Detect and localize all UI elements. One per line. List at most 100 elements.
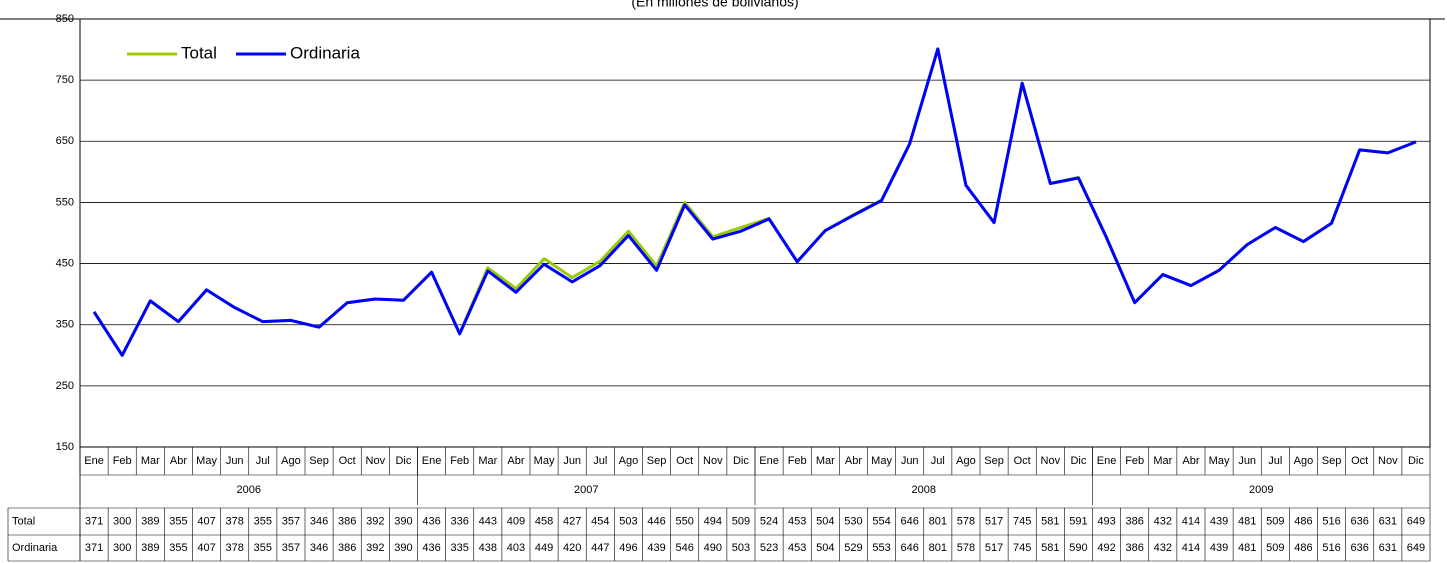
table-value: 529	[844, 542, 862, 554]
x-tick-label: Jul	[593, 455, 607, 467]
table-value: 346	[310, 515, 328, 527]
table-value: 486	[1294, 515, 1312, 527]
table-value: 578	[957, 542, 975, 554]
x-tick-label: Ago	[956, 455, 976, 467]
y-tick-label: 450	[56, 257, 74, 269]
table-value: 447	[591, 542, 609, 554]
table-value: 392	[366, 542, 384, 554]
table-value: 492	[1097, 542, 1115, 554]
x-tick-label: Nov	[703, 455, 723, 467]
table-value: 409	[507, 515, 525, 527]
table-value: 745	[1013, 515, 1031, 527]
table-value: 591	[1069, 515, 1087, 527]
y-tick-label: 350	[56, 319, 74, 331]
table-value: 517	[985, 515, 1003, 527]
x-tick-label: Oct	[676, 455, 693, 467]
table-value: 357	[282, 542, 300, 554]
table-value: 389	[141, 542, 159, 554]
table-value: 346	[310, 542, 328, 554]
table-value: 801	[929, 515, 947, 527]
table-value: 390	[394, 542, 412, 554]
table-value: 414	[1182, 542, 1200, 554]
table-value: 503	[619, 515, 637, 527]
y-tick-label: 250	[56, 380, 74, 392]
legend-label: Ordinaria	[290, 43, 360, 62]
table-value: 407	[197, 542, 215, 554]
table-value: 439	[647, 542, 665, 554]
table-value: 524	[760, 515, 778, 527]
table-value: 554	[872, 515, 890, 527]
x-tick-label: Nov	[1041, 455, 1061, 467]
x-tick-label: Feb	[788, 455, 807, 467]
x-tick-label: Abr	[845, 455, 862, 467]
table-value: 490	[704, 542, 722, 554]
table-value: 546	[676, 542, 694, 554]
x-tick-label: Abr	[170, 455, 187, 467]
table-value: 336	[451, 515, 469, 527]
x-tick-label: Dic	[395, 455, 411, 467]
table-value: 553	[872, 542, 890, 554]
x-tick-label: Dic	[733, 455, 749, 467]
row-header: Total	[12, 515, 35, 527]
group-label: 2009	[1249, 484, 1273, 496]
x-tick-label: Abr	[507, 455, 524, 467]
table-value: 509	[732, 515, 750, 527]
table-value: 392	[366, 515, 384, 527]
x-tick-label: Ene	[422, 455, 442, 467]
table-value: 481	[1238, 515, 1256, 527]
table-value: 581	[1041, 515, 1059, 527]
chart-subtitle: (En millones de bolivianos)	[631, 0, 798, 10]
x-tick-label: May	[1209, 455, 1230, 467]
table-value: 801	[929, 542, 947, 554]
x-tick-label: Ago	[281, 455, 301, 467]
table-value: 378	[226, 542, 244, 554]
table-value: 516	[1322, 542, 1340, 554]
x-tick-label: Sep	[1322, 455, 1342, 467]
x-tick-label: Mar	[816, 455, 835, 467]
x-tick-label: Feb	[1125, 455, 1144, 467]
table-value: 745	[1013, 542, 1031, 554]
table-value: 636	[1351, 515, 1369, 527]
table-value: 371	[85, 542, 103, 554]
table-value: 355	[169, 515, 187, 527]
table-value: 432	[1154, 515, 1172, 527]
table-value: 503	[732, 542, 750, 554]
x-tick-label: Feb	[450, 455, 469, 467]
x-tick-label: Feb	[113, 455, 132, 467]
table-value: 335	[451, 542, 469, 554]
table-value: 389	[141, 515, 159, 527]
table-value: 509	[1266, 542, 1284, 554]
table-value: 355	[169, 542, 187, 554]
x-tick-label: Jun	[226, 455, 244, 467]
table-value: 578	[957, 515, 975, 527]
table-value: 443	[479, 515, 497, 527]
table-value: 439	[1210, 515, 1228, 527]
x-tick-label: Abr	[1182, 455, 1199, 467]
table-value: 649	[1407, 542, 1425, 554]
x-tick-label: Oct	[1014, 455, 1031, 467]
plot-area	[79, 18, 1431, 448]
x-tick-label: Ago	[619, 455, 639, 467]
table-value: 355	[254, 515, 272, 527]
x-tick-label: Jun	[563, 455, 581, 467]
x-tick-label: Sep	[647, 455, 667, 467]
table-value: 446	[647, 515, 665, 527]
table-value: 636	[1351, 542, 1369, 554]
table-value: 432	[1154, 542, 1172, 554]
x-tick-label: Ago	[1294, 455, 1314, 467]
row-header: Ordinaria	[12, 542, 58, 554]
table-value: 454	[591, 515, 609, 527]
table-value: 493	[1097, 515, 1115, 527]
table-value: 355	[254, 542, 272, 554]
table-value: 414	[1182, 515, 1200, 527]
x-tick-label: Sep	[309, 455, 329, 467]
table-value: 504	[816, 515, 834, 527]
table-value: 458	[535, 515, 553, 527]
y-tick-label: 650	[56, 135, 74, 147]
table-value: 646	[901, 515, 919, 527]
x-tick-label: Mar	[1153, 455, 1172, 467]
x-tick-label: Dic	[1408, 455, 1424, 467]
table-value: 504	[816, 542, 834, 554]
table-value: 516	[1322, 515, 1340, 527]
